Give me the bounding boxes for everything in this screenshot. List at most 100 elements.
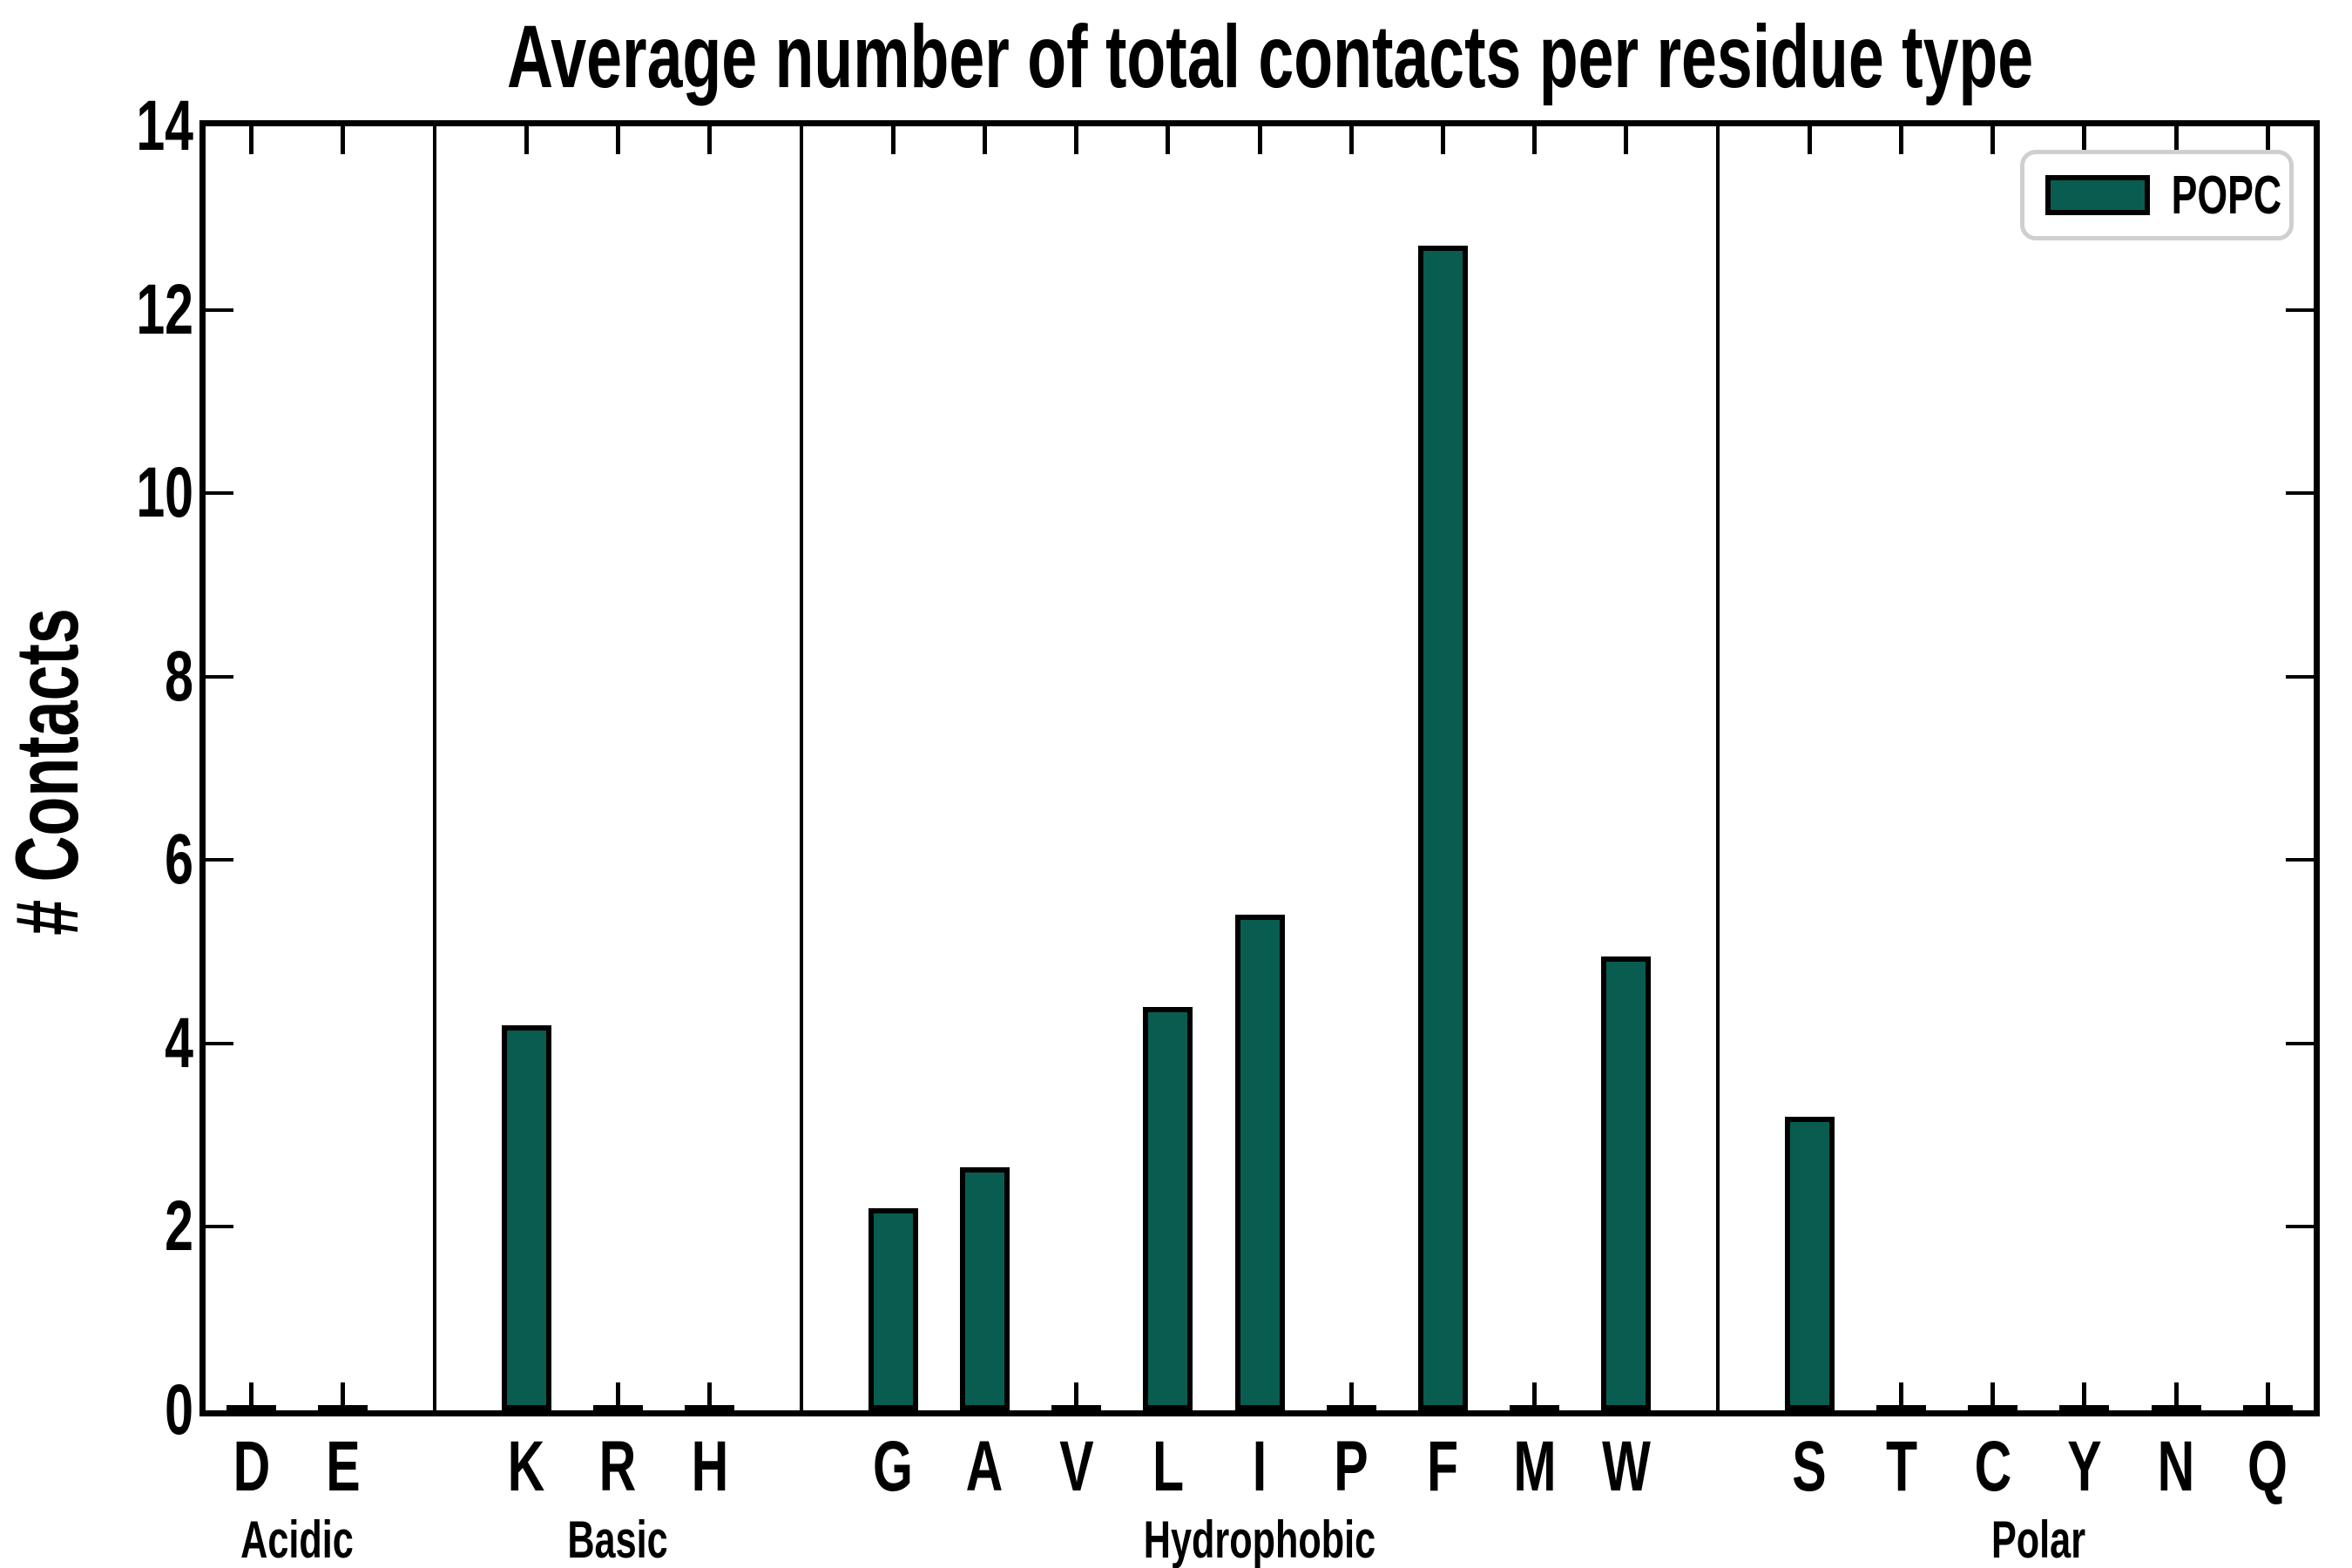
x-tick-top-C (1990, 126, 1996, 154)
x-tick-top-T (1899, 126, 1904, 154)
y-tick-left-10 (206, 491, 233, 496)
x-tick-top-F (1440, 126, 1445, 154)
bar-K (501, 1024, 551, 1410)
x-tick-label-text: S (1792, 1427, 1827, 1506)
bar-C (1968, 1405, 2018, 1410)
x-tick-label-text: N (2157, 1427, 2195, 1506)
x-tick-label-Y: Y (2015, 1430, 2154, 1504)
legend-box: POPC (2020, 150, 2294, 240)
x-tick-top-K (524, 126, 529, 154)
y-tick-label-text: 0 (165, 1370, 193, 1450)
x-tick-bottom-E (341, 1382, 346, 1410)
x-tick-label-C: C (1923, 1430, 2063, 1504)
y-tick-label-text: 4 (165, 1003, 193, 1083)
x-tick-label-P: P (1281, 1430, 1421, 1504)
y-tick-left-4 (206, 1041, 233, 1045)
y-tick-label-14: 14 (2, 90, 193, 163)
y-tick-label-12: 12 (2, 269, 193, 349)
y-tick-label-2: 2 (2, 1190, 193, 1263)
x-tick-label-Q: Q (2198, 1430, 2337, 1504)
y-tick-right-8 (2286, 674, 2314, 679)
bar-T (1876, 1405, 1927, 1410)
bar-P (1326, 1405, 1376, 1410)
group-label-text: Acidic (240, 1511, 355, 1568)
x-tick-label-text: I (1252, 1427, 1267, 1506)
bar-G (868, 1208, 918, 1410)
x-tick-label-D: D (182, 1430, 321, 1504)
x-tick-top-L (1166, 126, 1171, 154)
x-tick-label-F: F (1373, 1430, 1512, 1504)
bar-W (1601, 956, 1652, 1410)
y-tick-left-8 (206, 674, 233, 679)
group-label-polar: Polar (1821, 1512, 2256, 1568)
y-tick-label-text: 14 (136, 86, 193, 166)
x-tick-label-E: E (274, 1430, 413, 1504)
x-tick-label-text: Y (2067, 1427, 2102, 1506)
x-tick-bottom-N (2173, 1382, 2179, 1410)
group-label-text: Polar (1991, 1511, 2086, 1568)
y-tick-right-10 (2286, 491, 2314, 496)
x-tick-top-Y (2082, 126, 2087, 154)
x-tick-label-text: M (1513, 1427, 1557, 1506)
x-tick-top-A (982, 126, 987, 154)
bar-D (226, 1405, 277, 1410)
x-tick-label-text: R (599, 1427, 637, 1506)
x-tick-bottom-M (1532, 1382, 1538, 1410)
x-tick-top-H (707, 126, 713, 154)
x-tick-bottom-Q (2265, 1382, 2270, 1410)
y-tick-left-2 (206, 1225, 233, 1229)
x-tick-top-D (249, 126, 254, 154)
y-tick-label-text: 10 (136, 453, 193, 533)
x-tick-top-P (1348, 126, 1354, 154)
group-separator-line (799, 126, 803, 1410)
x-tick-bottom-H (707, 1382, 713, 1410)
y-tick-label-4: 4 (2, 1003, 193, 1083)
x-tick-bottom-T (1899, 1382, 1904, 1410)
y-tick-left-6 (206, 858, 233, 862)
y-tick-label-text: 12 (136, 269, 193, 349)
y-tick-right-6 (2286, 858, 2314, 862)
group-label-basic: Basic (400, 1512, 835, 1568)
x-tick-bottom-C (1990, 1382, 1996, 1410)
x-tick-top-E (341, 126, 346, 154)
x-tick-top-I (1257, 126, 1262, 154)
bar-Q (2242, 1405, 2293, 1410)
plot-frame (199, 120, 2320, 1416)
legend-label: POPC (2150, 165, 2303, 226)
bar-N (2151, 1405, 2201, 1410)
y-tick-right-2 (2286, 1225, 2314, 1229)
x-tick-label-A: A (915, 1430, 1054, 1504)
x-tick-bottom-V (1074, 1382, 1079, 1410)
x-tick-bottom-D (249, 1382, 254, 1410)
x-tick-label-text: K (507, 1427, 545, 1506)
x-tick-label-R: R (548, 1430, 687, 1504)
bar-M (1510, 1405, 1560, 1410)
bar-S (1784, 1117, 1835, 1410)
bar-E (318, 1405, 368, 1410)
x-tick-label-H: H (640, 1430, 780, 1504)
x-tick-label-G: G (823, 1430, 963, 1504)
x-tick-label-text: V (1058, 1427, 1094, 1506)
group-separator-line (433, 126, 437, 1410)
x-tick-label-L: L (1098, 1430, 1238, 1504)
group-label-text: Hydrophobic (1143, 1511, 1376, 1568)
y-tick-right-4 (2286, 1041, 2314, 1045)
x-tick-label-text: L (1152, 1427, 1184, 1506)
x-tick-label-text: F (1427, 1427, 1459, 1506)
y-tick-label-10: 10 (2, 456, 193, 530)
y-tick-label-text: 6 (165, 820, 193, 900)
group-separator-line (1716, 126, 1720, 1410)
y-tick-label-text: 8 (165, 636, 193, 716)
bar-Y (2059, 1405, 2110, 1410)
y-tick-label-8: 8 (2, 636, 193, 716)
x-tick-label-text: E (326, 1427, 361, 1506)
x-tick-label-M: M (1465, 1430, 1605, 1504)
y-tick-label-6: 6 (2, 823, 193, 896)
x-tick-top-W (1624, 126, 1629, 154)
bar-H (685, 1405, 735, 1410)
x-tick-top-V (1074, 126, 1079, 154)
x-tick-top-R (615, 126, 620, 154)
x-tick-label-text: H (691, 1427, 729, 1506)
x-tick-label-text: A (966, 1427, 1004, 1506)
bar-A (959, 1166, 1010, 1410)
